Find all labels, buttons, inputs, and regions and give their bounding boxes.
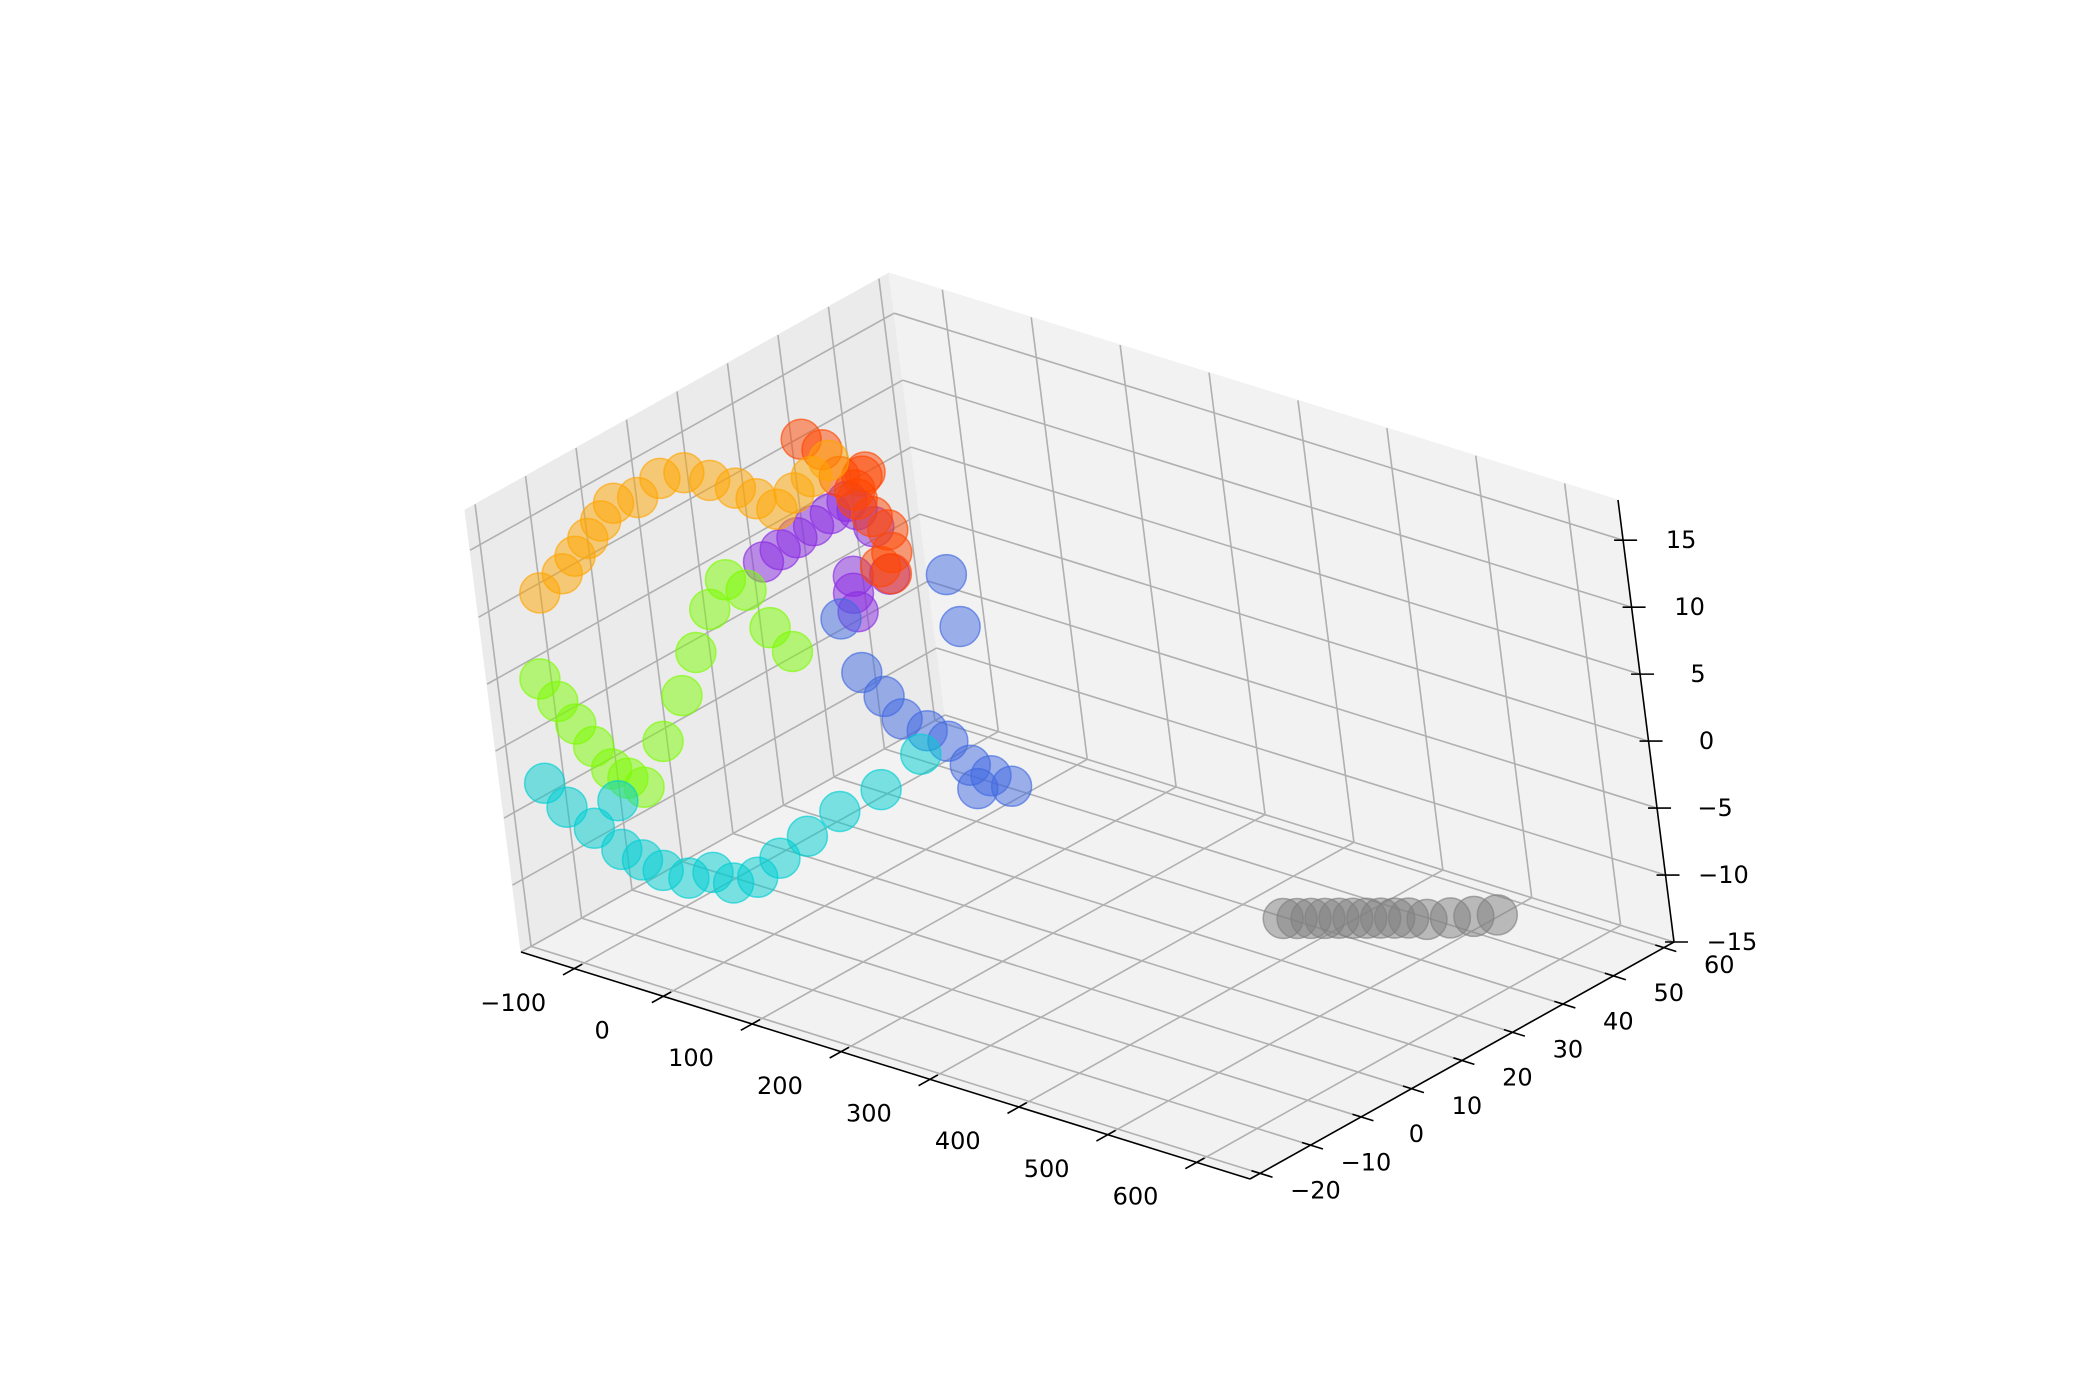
scatter-points bbox=[519, 418, 1519, 941]
z-gridline bbox=[910, 446, 1641, 675]
y-tick-label: 60 bbox=[1704, 951, 1735, 979]
x-tick bbox=[1096, 1129, 1117, 1142]
x-gridline bbox=[1386, 427, 1444, 871]
z-gridline bbox=[936, 647, 1666, 876]
y-gridline bbox=[682, 860, 1412, 1090]
x-gridline bbox=[1030, 317, 1089, 760]
scatter-point-series-4 bbox=[807, 439, 850, 482]
y-tick bbox=[1604, 972, 1627, 981]
y-gridline bbox=[530, 945, 1261, 1175]
x-tick-label: 500 bbox=[1024, 1155, 1070, 1183]
scatter-point-series-5 bbox=[836, 478, 878, 520]
y-tick-label: 10 bbox=[1452, 1092, 1483, 1120]
z-tick-label: −5 bbox=[1697, 794, 1732, 822]
scatter-point-series-2 bbox=[900, 733, 942, 775]
x-tick-label: 0 bbox=[595, 1016, 610, 1044]
x-tick bbox=[740, 1018, 761, 1032]
z-tick-label: 10 bbox=[1674, 593, 1705, 621]
scatter-point-series-3 bbox=[675, 631, 717, 674]
x-gridline bbox=[1563, 483, 1622, 926]
z-gridline bbox=[919, 513, 1649, 742]
x-gridline bbox=[1474, 455, 1533, 898]
scatter-point-series-1 bbox=[957, 767, 999, 810]
scatter-point-series-2 bbox=[597, 780, 639, 822]
x-tick-label: 100 bbox=[668, 1044, 714, 1072]
y-tick bbox=[1402, 1085, 1425, 1094]
y-tick bbox=[1655, 944, 1677, 953]
y-tick-label: 30 bbox=[1553, 1036, 1584, 1064]
z-gridline bbox=[469, 312, 895, 551]
y-gridline bbox=[581, 917, 1311, 1146]
scatter-point-series-3 bbox=[725, 569, 767, 612]
x-tick-label: 400 bbox=[935, 1127, 981, 1155]
z-gridline bbox=[944, 714, 1675, 943]
y-gridline bbox=[878, 278, 936, 721]
y-gridline bbox=[833, 776, 1564, 1005]
y-tick-label: 20 bbox=[1502, 1064, 1533, 1092]
y-gridline bbox=[732, 832, 1463, 1062]
x-tick bbox=[562, 963, 583, 976]
z-gridline bbox=[927, 580, 1658, 809]
y-tick bbox=[1554, 1000, 1576, 1009]
x-axis-line bbox=[520, 951, 1251, 1180]
scatter-point-series-2 bbox=[819, 790, 861, 833]
scatter-point-series-2 bbox=[860, 768, 902, 811]
x-tick-label: 300 bbox=[846, 1099, 892, 1127]
x-tick bbox=[829, 1046, 850, 1059]
z-tick-label: −10 bbox=[1698, 861, 1749, 889]
tick-marks bbox=[562, 539, 1688, 1178]
y-tick bbox=[1503, 1028, 1526, 1037]
x-gridline bbox=[1297, 400, 1355, 843]
scatter-point-series-1 bbox=[925, 553, 968, 596]
x-tick bbox=[918, 1074, 939, 1087]
x-tick-label: −100 bbox=[480, 989, 546, 1017]
x-tick bbox=[1184, 1157, 1205, 1170]
y-gridline bbox=[783, 804, 1513, 1034]
z-tick-label: 15 bbox=[1666, 526, 1697, 554]
scatter-point-series-3 bbox=[771, 630, 814, 673]
scatter-point-series-5 bbox=[870, 552, 913, 595]
y-tick-label: 50 bbox=[1654, 979, 1685, 1007]
x-gridline bbox=[1119, 344, 1177, 788]
y-tick bbox=[1251, 1169, 1273, 1178]
z-gridline bbox=[902, 379, 1632, 608]
z-axis-line bbox=[1617, 499, 1675, 943]
x-gridline bbox=[1208, 372, 1266, 815]
z-gridline bbox=[893, 312, 1624, 541]
z-tick-label: −15 bbox=[1707, 928, 1758, 956]
y-tick-label: −20 bbox=[1290, 1177, 1341, 1205]
y-gridline bbox=[474, 504, 532, 947]
scatter-point-series-6 bbox=[1262, 897, 1304, 940]
scatter-point-series-3 bbox=[642, 720, 684, 763]
scatter-point-series-2 bbox=[786, 815, 829, 858]
z-tick-label: 5 bbox=[1690, 660, 1705, 688]
grid-lines bbox=[469, 278, 1675, 1175]
scatter-point-series-3 bbox=[661, 674, 703, 717]
x-tick-label: 600 bbox=[1113, 1183, 1159, 1211]
scatter-point-series-1 bbox=[820, 598, 862, 640]
y-tick-label: −10 bbox=[1341, 1148, 1392, 1176]
x-tick bbox=[1007, 1101, 1028, 1115]
y-tick bbox=[1301, 1141, 1324, 1150]
x-tick bbox=[651, 991, 672, 1004]
x-tick-label: 200 bbox=[757, 1072, 803, 1100]
x-gridline bbox=[941, 289, 1000, 732]
y-tick-label: 0 bbox=[1409, 1120, 1424, 1148]
z-tick-label: 0 bbox=[1699, 727, 1714, 755]
y-gridline bbox=[934, 719, 1665, 949]
z-gridline bbox=[520, 714, 946, 953]
scatter-point-series-2 bbox=[759, 837, 801, 879]
scatter-point-series-1 bbox=[881, 698, 923, 740]
y-tick bbox=[1453, 1057, 1475, 1066]
scatter-point-series-1 bbox=[939, 605, 981, 648]
y-tick-label: 40 bbox=[1603, 1007, 1634, 1035]
y-tick bbox=[1352, 1113, 1374, 1122]
y-gridline bbox=[631, 889, 1362, 1118]
